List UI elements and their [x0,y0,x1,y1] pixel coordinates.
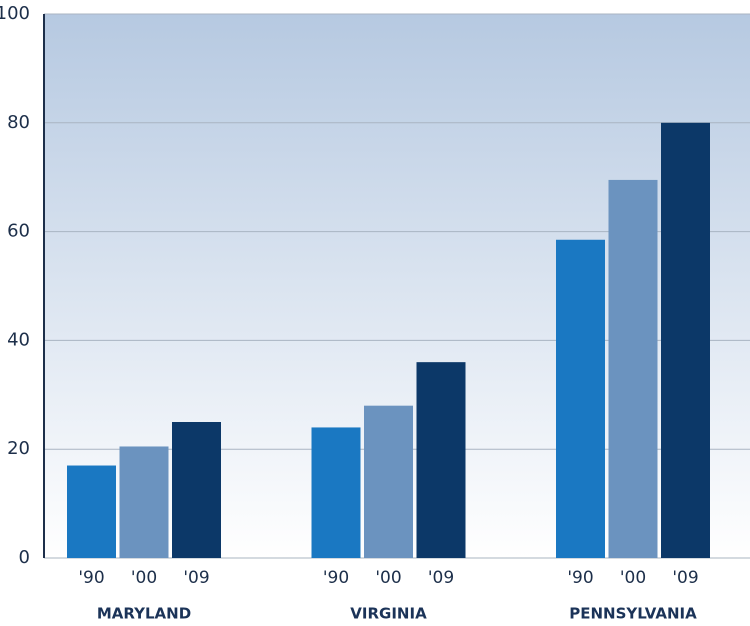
bar-year-label: '90 [78,568,104,588]
bar [556,239,605,558]
bar [67,465,116,558]
y-tick-label: 80 [7,112,30,133]
bar [416,362,466,558]
bar [364,405,413,558]
x-tick-label: MARYLAND [97,605,191,623]
bar [661,122,710,559]
bar-year-label: '00 [131,568,157,588]
bar-year-label: '90 [323,568,349,588]
bar [311,427,361,558]
bar [608,179,658,559]
bar [172,422,221,558]
bar-year-label: '09 [183,568,209,588]
bar [119,446,169,558]
x-tick-label: PENNSYLVANIA [569,605,697,623]
bar-year-label: '09 [428,568,454,588]
y-tick-label: 40 [7,329,30,350]
bar-year-label: '90 [567,568,593,588]
y-tick-label: 100 [0,3,30,24]
x-tick-label: VIRGINIA [350,605,427,623]
bar-year-label: '00 [620,568,646,588]
bar-year-label: '00 [375,568,401,588]
y-tick-label: 20 [7,438,30,459]
bar-year-label: '09 [672,568,698,588]
y-tick-label: 0 [19,547,30,568]
y-tick-label: 60 [7,221,30,242]
